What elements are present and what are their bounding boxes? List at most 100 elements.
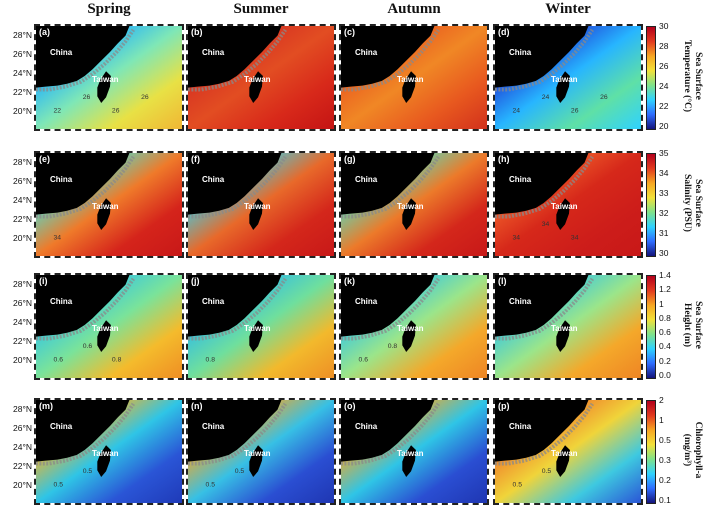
panel-label: (l) <box>498 276 507 286</box>
china-landmass <box>495 26 589 88</box>
latitude-label: 26°N <box>13 176 32 186</box>
latitude-label: 28°N <box>13 30 32 40</box>
taiwan-island <box>97 445 111 478</box>
taiwan-label: Taiwan <box>92 449 119 458</box>
china-landmass <box>188 153 282 215</box>
map-panel: 22 26 26 26 (a) China Taiwan <box>34 24 184 131</box>
colorbar-title-line: Sea Surface <box>693 301 703 349</box>
china-label: China <box>202 422 225 431</box>
contour-value-label: 0.6 <box>83 343 93 350</box>
china-label: China <box>202 175 225 184</box>
taiwan-island <box>249 71 263 104</box>
colorbar <box>646 275 656 379</box>
colorbar-tick-label: 0.2 <box>659 475 671 485</box>
china-landmass <box>341 153 435 215</box>
latitude-label: 28°N <box>13 157 32 167</box>
contour-value-label: 26 <box>112 108 120 115</box>
taiwan-island <box>402 198 416 231</box>
colorbar-title-line: Chlorophyll-a <box>693 421 703 479</box>
china-label: China <box>355 422 378 431</box>
china-label: China <box>202 297 225 306</box>
colorbar-title-line: Salinity (PSU) <box>682 174 692 232</box>
map-panel: 0.5 0.5 (n) China Taiwan <box>186 398 336 505</box>
contour-value-label: 34 <box>571 235 579 242</box>
map-panel: 0.6 0.8 (k) China Taiwan <box>339 273 489 380</box>
contour-value-label: 0.5 <box>235 468 245 475</box>
latitude-label: 22°N <box>13 87 32 97</box>
colorbar-title-line: Sea Surface <box>693 179 703 227</box>
contour-value-label: 26 <box>571 108 579 115</box>
china-landmass <box>36 275 130 337</box>
china-label: China <box>355 297 378 306</box>
coastal-contour <box>341 277 440 341</box>
latitude-label: 20°N <box>13 233 32 243</box>
colorbar-tick-label: 0.3 <box>659 455 671 465</box>
latitude-label: 20°N <box>13 355 32 365</box>
map-field: 24 24 26 26 <box>495 26 641 129</box>
contour-value-label: 26 <box>141 94 149 101</box>
latitude-label: 26°N <box>13 298 32 308</box>
taiwan-label: Taiwan <box>244 75 271 84</box>
colorbar-tick-label: 1 <box>659 415 664 425</box>
map-field: 0.5 0.5 <box>188 400 334 503</box>
china-landmass <box>495 153 589 215</box>
map-panel: 34 34 34 (h) China Taiwan <box>493 151 643 258</box>
map-panel: (f) China Taiwan <box>186 151 336 258</box>
china-label: China <box>50 175 73 184</box>
colorbar-title-line: (mg/m³) <box>682 433 692 467</box>
contour-value-label: 34 <box>513 235 521 242</box>
latitude-label: 26°N <box>13 423 32 433</box>
taiwan-island <box>556 198 570 231</box>
map-field <box>341 153 487 256</box>
coastal-contour <box>188 28 287 92</box>
colorbar-title-line: Sea Surface <box>693 52 703 100</box>
colorbar-tick-label: 24 <box>659 81 669 91</box>
colorbar-tick-label: 1.2 <box>659 284 671 295</box>
colorbar-tick-label: 1.4 <box>659 270 671 280</box>
coastal-contour <box>341 155 440 219</box>
colorbar-tick-label: 2 <box>659 395 664 405</box>
colorbar-title: Chlorophyll-a (mg/m³) <box>681 398 703 502</box>
contour-value-label: 0.8 <box>206 357 216 364</box>
colorbar-tick-label: 0.8 <box>659 312 671 323</box>
contour-value-label: 22 <box>54 108 62 115</box>
taiwan-label: Taiwan <box>244 202 271 211</box>
colorbar-tick-label: 0.1 <box>659 495 671 505</box>
map-panel: 0.8 (j) China Taiwan <box>186 273 336 380</box>
season-header: Summer <box>233 1 289 17</box>
map-field <box>188 153 334 256</box>
taiwan-label: Taiwan <box>551 449 578 458</box>
map-panel: (g) China Taiwan <box>339 151 489 258</box>
panel-label: (a) <box>39 27 50 37</box>
colorbar-tick-label: 0.0 <box>659 370 671 380</box>
china-label: China <box>509 48 532 57</box>
taiwan-label: Taiwan <box>92 202 119 211</box>
china-label: China <box>50 48 73 57</box>
panel-label: (j) <box>191 276 200 286</box>
latitude-label: 28°N <box>13 279 32 289</box>
panel-label: (p) <box>498 401 510 411</box>
taiwan-label: Taiwan <box>551 324 578 333</box>
china-landmass <box>341 26 435 88</box>
latitude-label: 24°N <box>13 68 32 78</box>
china-label: China <box>202 48 225 57</box>
map-field: 0.5 0.5 <box>495 400 641 503</box>
coastal-contour <box>188 402 287 466</box>
coastal-contour <box>495 402 594 466</box>
coastal-contour <box>188 277 287 341</box>
panel-label: (c) <box>344 27 355 37</box>
colorbar-tick-label: 0.6 <box>659 327 671 338</box>
contour-value-label: 0.6 <box>359 357 369 364</box>
taiwan-island <box>402 445 416 478</box>
colorbar-tick-label: 20 <box>659 121 669 131</box>
contour-value-label: 0.8 <box>112 357 122 364</box>
colorbar-tick-label: 33 <box>659 188 669 198</box>
china-label: China <box>355 175 378 184</box>
map-field: 0.5 0.5 <box>36 400 182 503</box>
taiwan-island <box>556 71 570 104</box>
taiwan-label: Taiwan <box>397 324 424 333</box>
contour-value-label: 24 <box>542 94 550 101</box>
panel-label: (f) <box>191 154 200 164</box>
contour-value-label: 34 <box>542 221 550 228</box>
